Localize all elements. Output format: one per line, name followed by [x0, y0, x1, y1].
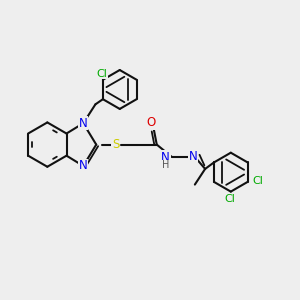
Text: Cl: Cl — [253, 176, 263, 185]
Text: Cl: Cl — [224, 194, 235, 204]
Text: N: N — [79, 117, 88, 130]
Text: N: N — [161, 151, 170, 164]
Text: S: S — [112, 138, 119, 151]
Text: O: O — [147, 116, 156, 129]
Text: N: N — [79, 159, 88, 172]
Text: Cl: Cl — [96, 69, 107, 79]
Text: H: H — [162, 160, 169, 170]
Text: N: N — [189, 150, 198, 163]
